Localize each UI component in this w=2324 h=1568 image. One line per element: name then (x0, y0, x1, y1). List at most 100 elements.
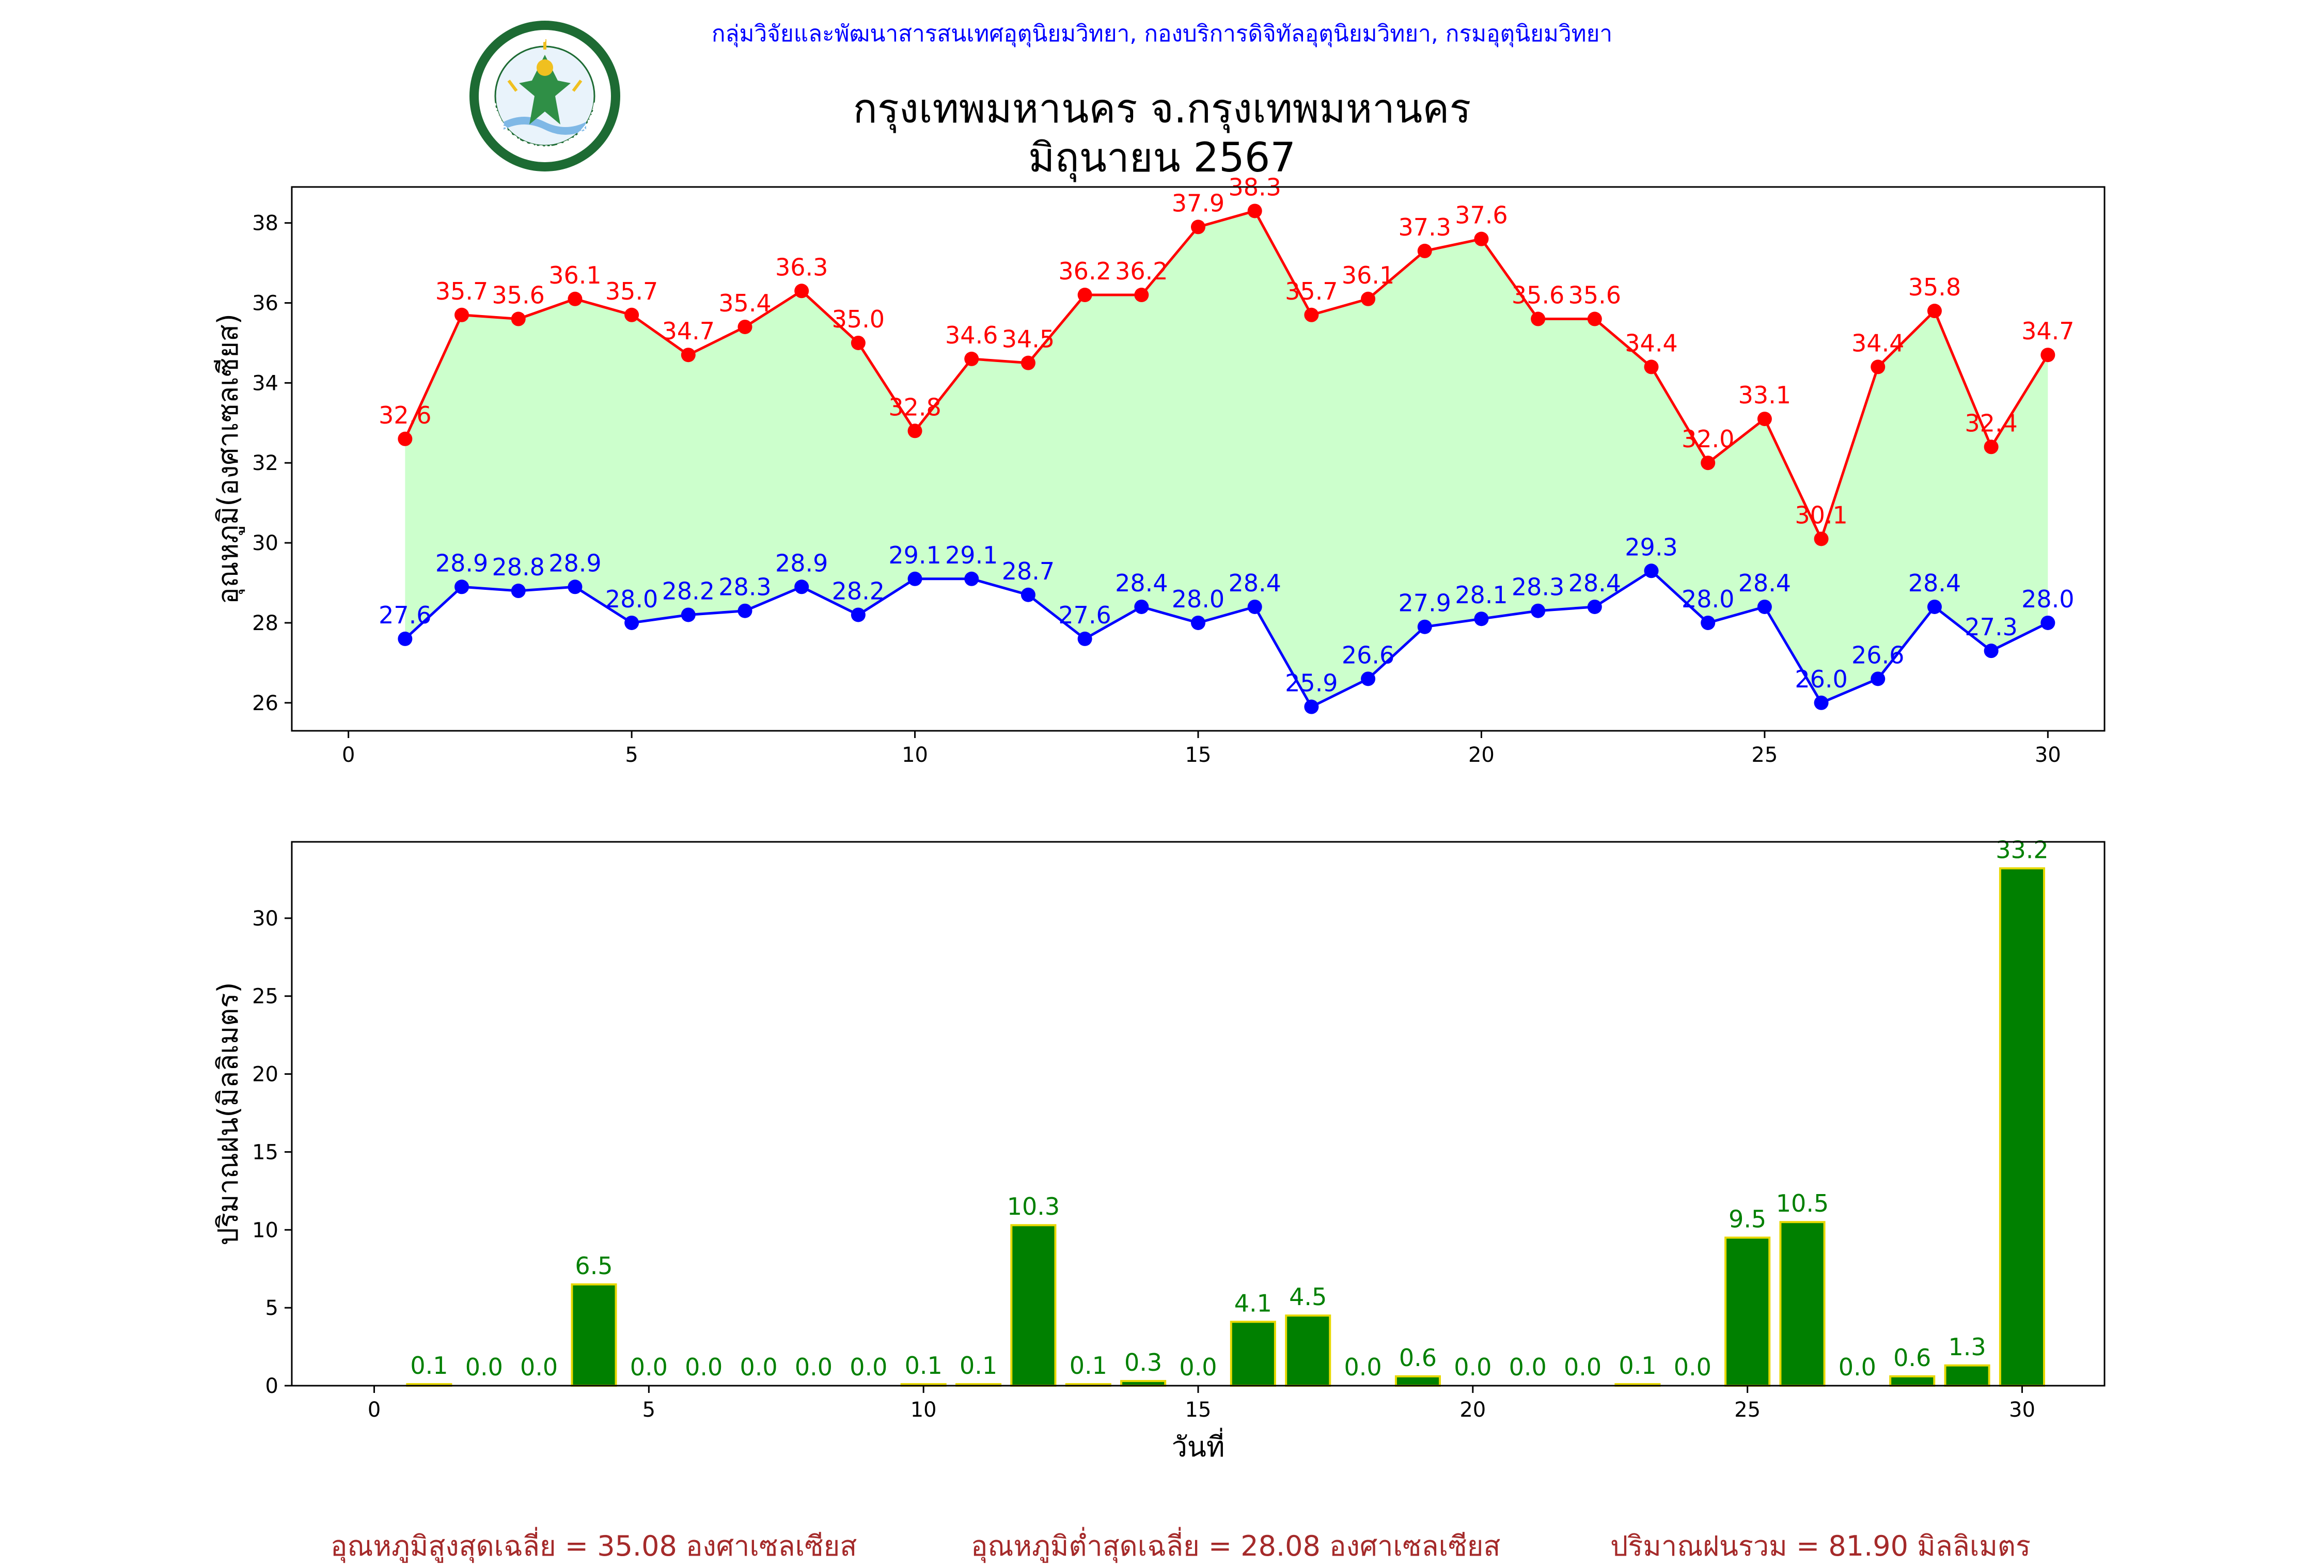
min-temp-point (1701, 615, 1716, 630)
rain-x-tick-label: 10 (910, 1398, 937, 1422)
rain-label: 0.1 (905, 1352, 943, 1379)
temp-x-tick-label: 0 (342, 743, 355, 767)
max-temp-label: 35.7 (605, 277, 658, 305)
min-temp-label: 26.6 (1851, 641, 1904, 669)
meteorological-department-logo: กรมอุตุนิยมวิทยา METEOROLOGICAL DEPARTME… (469, 21, 620, 171)
rain-bar (1889, 1375, 1936, 1387)
rain-label: 0.0 (465, 1353, 503, 1381)
temp-y-tick-label: 34 (252, 371, 278, 395)
min-temp-point (794, 579, 809, 594)
min-temp-label: 28.4 (1228, 569, 1281, 597)
rain-label: 0.1 (960, 1352, 997, 1379)
min-temp-point (398, 631, 413, 646)
rain-label: 0.0 (795, 1353, 833, 1381)
rain-x-tick-label: 25 (1734, 1398, 1761, 1422)
footer-total-rain: ปริมาณฝนรวม = 81.90 มิลลิเมตร (1610, 1530, 2031, 1562)
rain-plot-frame (291, 841, 2106, 1387)
min-temp-label: 26.0 (1795, 665, 1847, 693)
footer-avg-max: อุณหภูมิสูงสุดเฉลี่ย = 35.08 องศาเซลเซีย… (331, 1530, 857, 1562)
rain-bar (1724, 1236, 1771, 1387)
max-temp-point (737, 319, 752, 334)
min-temp-label: 28.3 (718, 573, 771, 601)
max-temp-point (1644, 359, 1659, 374)
min-temp-label: 28.7 (1002, 557, 1055, 585)
min-temp-label: 28.4 (1568, 569, 1621, 597)
min-temp-label: 28.2 (832, 577, 885, 605)
min-temp-point (737, 603, 752, 618)
max-temp-point (1757, 412, 1772, 427)
min-temp-label: 25.9 (1285, 669, 1338, 697)
min-temp-point (964, 571, 979, 586)
rain-label: 0.1 (1619, 1352, 1656, 1379)
max-temp-point (1814, 531, 1829, 546)
max-temp-point (1020, 355, 1035, 370)
max-temp-point (624, 307, 639, 322)
rain-label: 0.0 (520, 1353, 558, 1381)
min-temp-point (568, 579, 583, 594)
max-temp-label: 36.1 (548, 261, 601, 289)
temp-y-axis-label: อุณหภูมิ(องศาเซลเซียส) (212, 313, 245, 604)
max-temp-point (1587, 311, 1602, 326)
min-temp-point (907, 571, 922, 586)
rain-label: 33.2 (1996, 836, 2048, 864)
min-temp-label: 28.3 (1512, 573, 1564, 601)
max-temp-label: 34.7 (662, 317, 715, 345)
rain-label: 0.0 (1674, 1353, 1711, 1381)
temp-x-tick-label: 10 (902, 743, 928, 767)
max-temp-point (1361, 291, 1376, 306)
rain-label: 0.1 (410, 1352, 448, 1379)
max-temp-point (1417, 243, 1432, 258)
temp-x-tick-label: 5 (625, 743, 638, 767)
min-temp-point (1814, 695, 1829, 710)
temp-x-tick-label: 20 (1468, 743, 1495, 767)
rain-label: 0.0 (1564, 1353, 1601, 1381)
max-temp-label: 34.5 (1002, 325, 1055, 353)
rain-label: 4.5 (1289, 1283, 1327, 1311)
max-temp-label: 35.6 (492, 281, 545, 309)
min-temp-label: 28.4 (1115, 569, 1168, 597)
temperature-range-fill (405, 211, 2048, 707)
max-temp-label: 36.3 (775, 253, 828, 281)
max-temp-point (1247, 203, 1262, 218)
min-temp-label: 28.0 (2021, 585, 2074, 613)
min-temp-line (404, 569, 2049, 709)
min-temp-label: 28.0 (1682, 585, 1734, 613)
max-temp-label: 35.6 (1568, 281, 1621, 309)
min-temp-point (454, 579, 469, 594)
rain-label: 0.0 (740, 1353, 778, 1381)
max-temp-point (1984, 440, 1999, 454)
rain-label: 0.0 (685, 1353, 723, 1381)
min-temp-point (2040, 615, 2055, 630)
rain-label: 1.3 (1949, 1333, 1986, 1361)
rain-label: 0.0 (1839, 1353, 1876, 1381)
max-temp-label: 35.0 (832, 305, 885, 333)
min-temp-label: 27.3 (1965, 613, 2017, 641)
rain-label: 0.3 (1124, 1349, 1162, 1376)
rain-label: 0.0 (1509, 1353, 1547, 1381)
min-temp-point (1020, 587, 1035, 602)
rain-label: 0.0 (1344, 1353, 1382, 1381)
rain-y-tick-label: 30 (252, 907, 278, 931)
min-temp-label: 28.9 (548, 549, 601, 577)
rain-bar (1230, 1321, 1276, 1387)
rain-x-tick-label: 30 (2009, 1398, 2035, 1422)
min-temp-label: 29.1 (945, 541, 998, 569)
temp-x-tick-label: 25 (1751, 743, 1778, 767)
min-temp-point (511, 584, 526, 599)
min-temp-point (1871, 671, 1886, 686)
max-temp-point (1304, 307, 1319, 322)
min-temp-label: 28.2 (662, 577, 715, 605)
rain-label: 10.5 (1776, 1189, 1829, 1217)
rain-y-tick-label: 0 (265, 1374, 278, 1398)
temp-y-tick-label: 32 (252, 451, 278, 475)
min-temp-label: 28.9 (775, 549, 828, 577)
rain-y-tick-label: 20 (252, 1063, 278, 1087)
rain-bar (571, 1283, 617, 1387)
min-temp-point (1587, 599, 1602, 614)
rain-bar (1394, 1375, 1441, 1387)
temp-y-tick-label: 36 (252, 292, 278, 316)
min-temp-point (681, 607, 696, 622)
max-temp-label: 37.3 (1399, 213, 1451, 241)
min-temp-label: 29.1 (888, 541, 941, 569)
